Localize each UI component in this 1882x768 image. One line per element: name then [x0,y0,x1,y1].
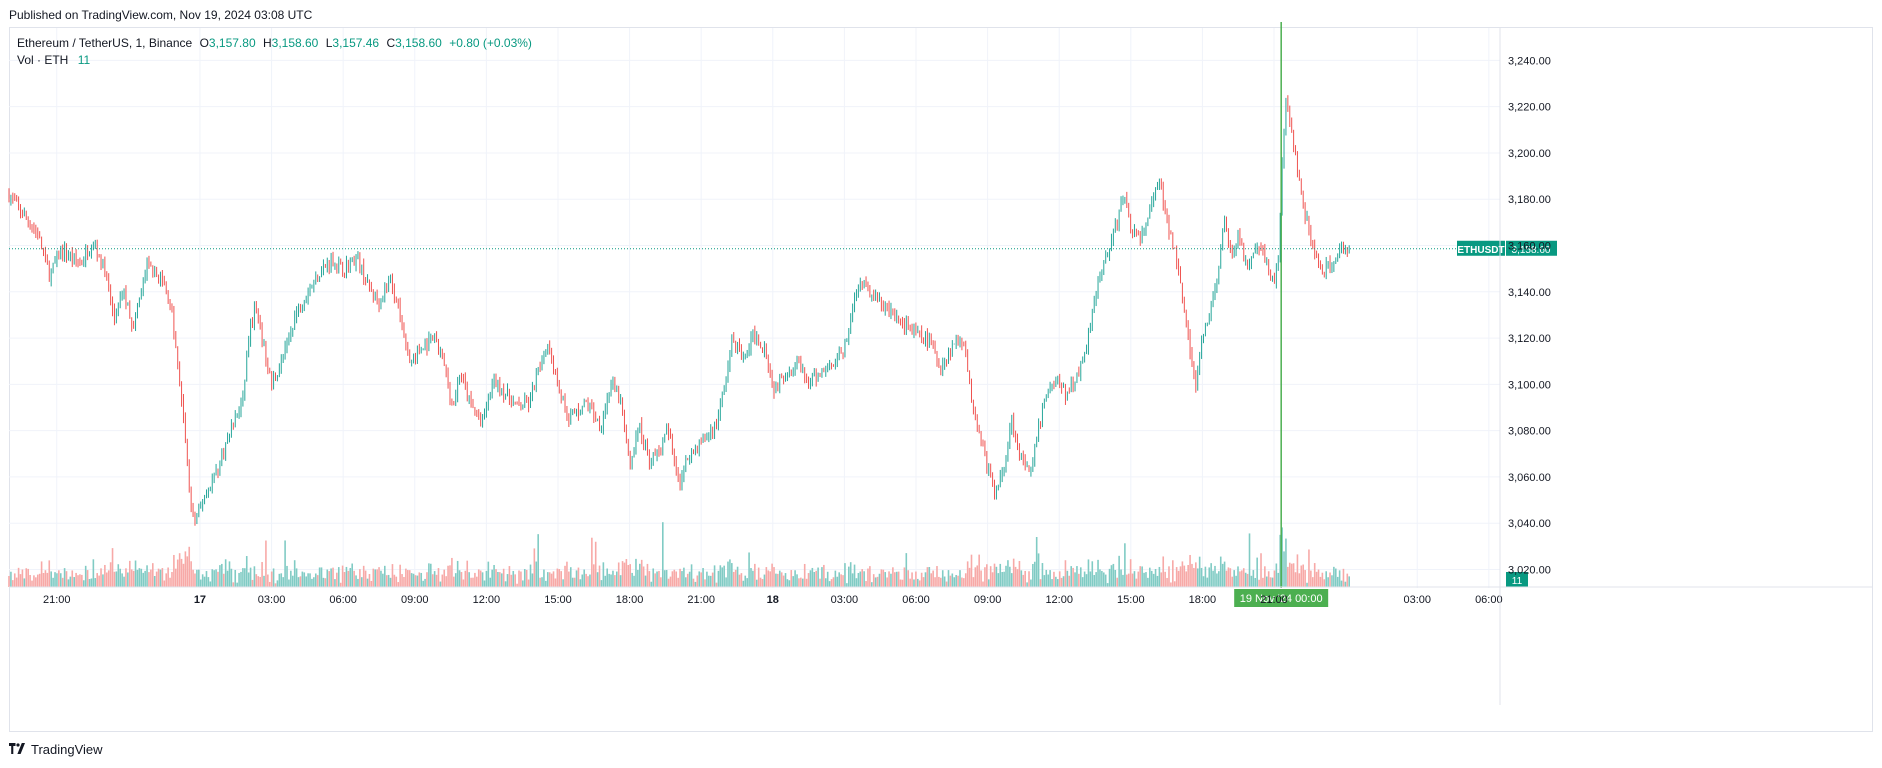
crosshair-time-text: 19 Nov '24 00:00 [1240,593,1323,605]
x-axis-tick-label: 03:00 [258,594,286,606]
chart-legend: Ethereum / TetherUS, 1, Binance O3,157.8… [17,35,532,69]
chart-panel[interactable] [9,27,1873,732]
last-price-badge [1506,240,1557,256]
x-axis-tick-label: 03:00 [1403,594,1431,606]
low-label: L [325,36,333,50]
x-axis-tick-label: 18 [767,594,779,606]
x-axis-tick-label: 12:00 [1045,594,1073,606]
volume-badge [1506,572,1528,587]
y-axis-tick-label: 3,100.00 [1508,379,1551,391]
x-axis-tick-label: 21:00 [1260,594,1288,606]
symbol-tag-text: ETHUSDT [1457,245,1504,256]
footer-brand: TradingView [9,742,103,757]
y-axis-tick-label: 3,080.00 [1508,426,1551,438]
symbol-tag [1457,240,1505,256]
close-value: 3,158.60 [395,36,442,50]
x-axis-tick-label: 21:00 [43,594,71,606]
crosshair-time-badge[interactable] [1234,589,1329,607]
high-value: 3,158.60 [271,36,319,50]
price-chart[interactable]: ETHUSDT 3,158.60 11 19 Nov '24 00:00 3,020.… [0,0,1882,735]
x-axis-tick-label: 12:00 [473,594,501,606]
candlestick-series [8,95,1350,526]
close-label: C [386,36,396,50]
y-axis-tick-label: 3,060.00 [1508,472,1551,484]
y-axis-tick-label: 3,220.00 [1508,102,1551,114]
volume-value: 11 [77,53,91,67]
x-axis-tick-label: 18:00 [1189,594,1217,606]
low-value: 3,157.46 [332,36,380,50]
volume-bars [8,522,1351,587]
last-price-badge-text: 3,158.60 [1512,245,1551,256]
x-axis-tick-label: 18:00 [616,594,644,606]
open-label: O [199,36,209,50]
y-axis-tick-label: 3,180.00 [1508,194,1551,206]
symbol-description[interactable]: Ethereum / TetherUS, 1, Binance [17,36,193,50]
x-axis-tick-label: 09:00 [974,594,1002,606]
open-value: 3,157.80 [208,36,256,50]
y-axis-tick-label: 3,140.00 [1508,287,1551,299]
grid-lines [9,28,1500,588]
x-axis-tick-label: 03:00 [831,594,859,606]
x-axis-tick-label: 17 [194,594,206,606]
axes: 3,020.00 3,040.00 3,060.00 3,080.00 3,100.00… [9,28,1873,705]
x-axis-tick-label: 09:00 [401,594,429,606]
volume-legend-row: Vol · ETH 11 [17,52,532,69]
x-axis-tick-label: 06:00 [329,594,357,606]
x-axis-tick-label: 21:00 [687,594,715,606]
high-label: H [262,36,272,50]
y-axis-tick-label: 3,240.00 [1508,55,1551,67]
x-axis-tick-label: 15:00 [544,594,572,606]
x-axis-tick-label: 06:00 [902,594,930,606]
y-axis-tick-label: 3,020.00 [1508,564,1551,576]
y-axis-tick-label: 3,160.00 [1508,241,1551,253]
x-axis-tick-label: 06:00 [1475,594,1503,606]
y-axis-tick-label: 3,120.00 [1508,333,1551,345]
y-axis-tick-label: 3,200.00 [1508,148,1551,160]
change-value: +0.80 (+0.03%) [449,36,532,50]
tradingview-brand: TradingView [31,742,103,757]
x-axis-tick-label: 15:00 [1117,594,1145,606]
published-caption: Published on TradingView.com, Nov 19, 20… [9,8,313,22]
volume-badge-text: 11 [1512,576,1523,587]
chart-overlays: ETHUSDT 3,158.60 11 19 Nov '24 00:00 [9,22,1557,607]
y-axis-tick-label: 3,040.00 [1508,518,1551,530]
tradingview-logo-icon [9,742,25,757]
ohlc-legend-row: Ethereum / TetherUS, 1, Binance O3,157.8… [17,35,532,52]
volume-label[interactable]: Vol · ETH [17,53,69,67]
